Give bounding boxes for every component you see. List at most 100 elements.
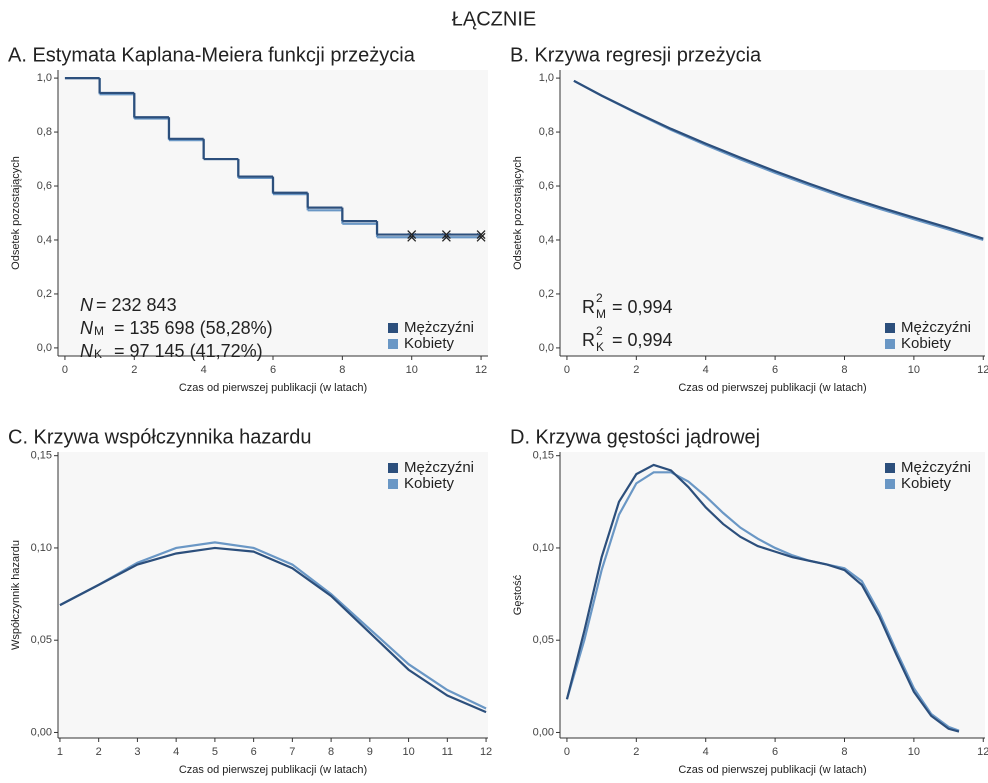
series-line (59, 546, 487, 714)
x-tick-label: 2 (633, 364, 639, 376)
y-tick-label: 0,2 (539, 288, 554, 300)
censor-mark (476, 230, 486, 240)
x-tick-label: 0 (62, 364, 68, 376)
y-tick-label: 0,2 (37, 288, 52, 300)
annotation-sub: M (94, 324, 104, 338)
legend-label: Kobiety (901, 335, 952, 352)
y-tick-label: 0,4 (37, 234, 52, 246)
x-tick-label: 10 (402, 746, 414, 758)
x-axis-title: Czas od pierwszej publikacji (w latach) (179, 382, 367, 394)
y-tick-label: 0,05 (31, 634, 52, 646)
panel: A. Estymata Kaplana-Meiera funkcji przeż… (8, 44, 488, 394)
figure-title: ŁĄCZNIE (452, 8, 536, 30)
panel-title: B. Krzywa regresji przeżycia (510, 44, 762, 66)
y-tick-label: 0,8 (539, 126, 554, 138)
x-tick-label: 2 (633, 746, 639, 758)
y-tick-label: 0,00 (533, 726, 554, 738)
annotation-symbol: N (80, 295, 94, 315)
panel: C. Krzywa współczynnika hazardu 0,00 0,05 0… (8, 426, 492, 776)
y-tick-label: 0,10 (533, 542, 554, 554)
x-tick-label: 0 (564, 746, 570, 758)
panel-title: A. Estymata Kaplana-Meiera funkcji przeż… (8, 44, 416, 66)
x-tick-label: 8 (339, 364, 345, 376)
legend-label: Kobiety (901, 475, 952, 492)
y-tick-label: 0,15 (31, 450, 52, 462)
y-axis-title: Odsetek pozostających (10, 156, 22, 270)
legend-label: Mężczyźni (901, 319, 971, 336)
annotation-symbol: R (582, 330, 595, 350)
x-tick-label: 2 (131, 364, 137, 376)
annotation-sub: K (596, 340, 604, 354)
legend-swatch (388, 479, 398, 489)
x-tick-label: 2 (96, 746, 102, 758)
x-tick-label: 10 (908, 364, 920, 376)
x-tick-label: 9 (367, 746, 373, 758)
annotation-text: = 0,994 (612, 330, 673, 350)
annotation-text: = 135 698 (58,28%) (114, 318, 273, 338)
censor-mark (441, 230, 451, 240)
y-tick-label: 1,0 (37, 72, 52, 84)
y-tick-label: 0,10 (31, 542, 52, 554)
y-tick-label: 0,6 (37, 180, 52, 192)
annotation-text: = 97 145 (41,72%) (114, 341, 263, 361)
x-tick-label: 6 (772, 746, 778, 758)
y-tick-label: 0,0 (539, 342, 554, 354)
x-tick-label: 12 (475, 364, 487, 376)
plot-background (58, 452, 488, 738)
legend-label: Mężczyźni (901, 459, 971, 476)
x-tick-label: 12 (480, 746, 492, 758)
panel: B. Krzywa regresji przeżycia 0,0 0,2 0,4 0,6… (510, 44, 988, 394)
legend-swatch (388, 463, 398, 473)
annotation-sub: K (94, 347, 102, 361)
x-tick-label: 4 (703, 364, 709, 376)
x-tick-label: 3 (134, 746, 140, 758)
annotation-symbol: R (582, 297, 595, 317)
x-axis-title: Czas od pierwszej publikacji (w latach) (678, 764, 866, 776)
x-tick-label: 12 (977, 364, 988, 376)
x-tick-label: 6 (270, 364, 276, 376)
y-tick-label: 0,8 (37, 126, 52, 138)
annotation-sup: 2 (596, 291, 603, 305)
x-tick-label: 4 (201, 364, 207, 376)
x-tick-label: 12 (977, 746, 988, 758)
plot-background (560, 70, 985, 356)
x-tick-label: 6 (772, 364, 778, 376)
panel-title: C. Krzywa współczynnika hazardu (8, 426, 311, 448)
x-tick-label: 5 (212, 746, 218, 758)
y-tick-label: 0,05 (533, 634, 554, 646)
annotation-sup: 2 (596, 324, 603, 338)
x-tick-label: 10 (406, 364, 418, 376)
x-tick-label: 8 (841, 746, 847, 758)
legend-label: Mężczyźni (404, 459, 474, 476)
x-axis-title: Czas od pierwszej publikacji (w latach) (179, 764, 367, 776)
y-tick-label: 0,15 (533, 450, 554, 462)
y-tick-label: 1,0 (539, 72, 554, 84)
legend-swatch (885, 323, 895, 333)
x-tick-label: 0 (564, 364, 570, 376)
plot-background (58, 70, 488, 356)
censor-mark (407, 230, 417, 240)
y-tick-label: 0,6 (539, 180, 554, 192)
legend-label: Mężczyźni (404, 319, 474, 336)
legend-label: Kobiety (404, 475, 455, 492)
x-tick-label: 8 (841, 364, 847, 376)
series-line (59, 541, 487, 710)
x-tick-label: 1 (57, 746, 63, 758)
annotation-text: = 0,994 (612, 297, 673, 317)
annotation-text: = 232 843 (96, 295, 177, 315)
legend-swatch (388, 339, 398, 349)
series-line (573, 79, 984, 240)
series-line (565, 463, 960, 733)
series-line (565, 471, 960, 732)
x-tick-label: 7 (289, 746, 295, 758)
legend-swatch (885, 463, 895, 473)
y-axis-title: Odsetek pozostających (512, 156, 524, 270)
x-tick-label: 11 (442, 746, 453, 758)
annotation-symbol: N (80, 318, 94, 338)
x-tick-label: 10 (908, 746, 920, 758)
y-axis-title: Gęstość (512, 574, 524, 615)
x-tick-label: 4 (173, 746, 179, 758)
y-axis-title: Współczynnik hazardu (10, 540, 22, 650)
annotation-sub: M (596, 307, 606, 321)
